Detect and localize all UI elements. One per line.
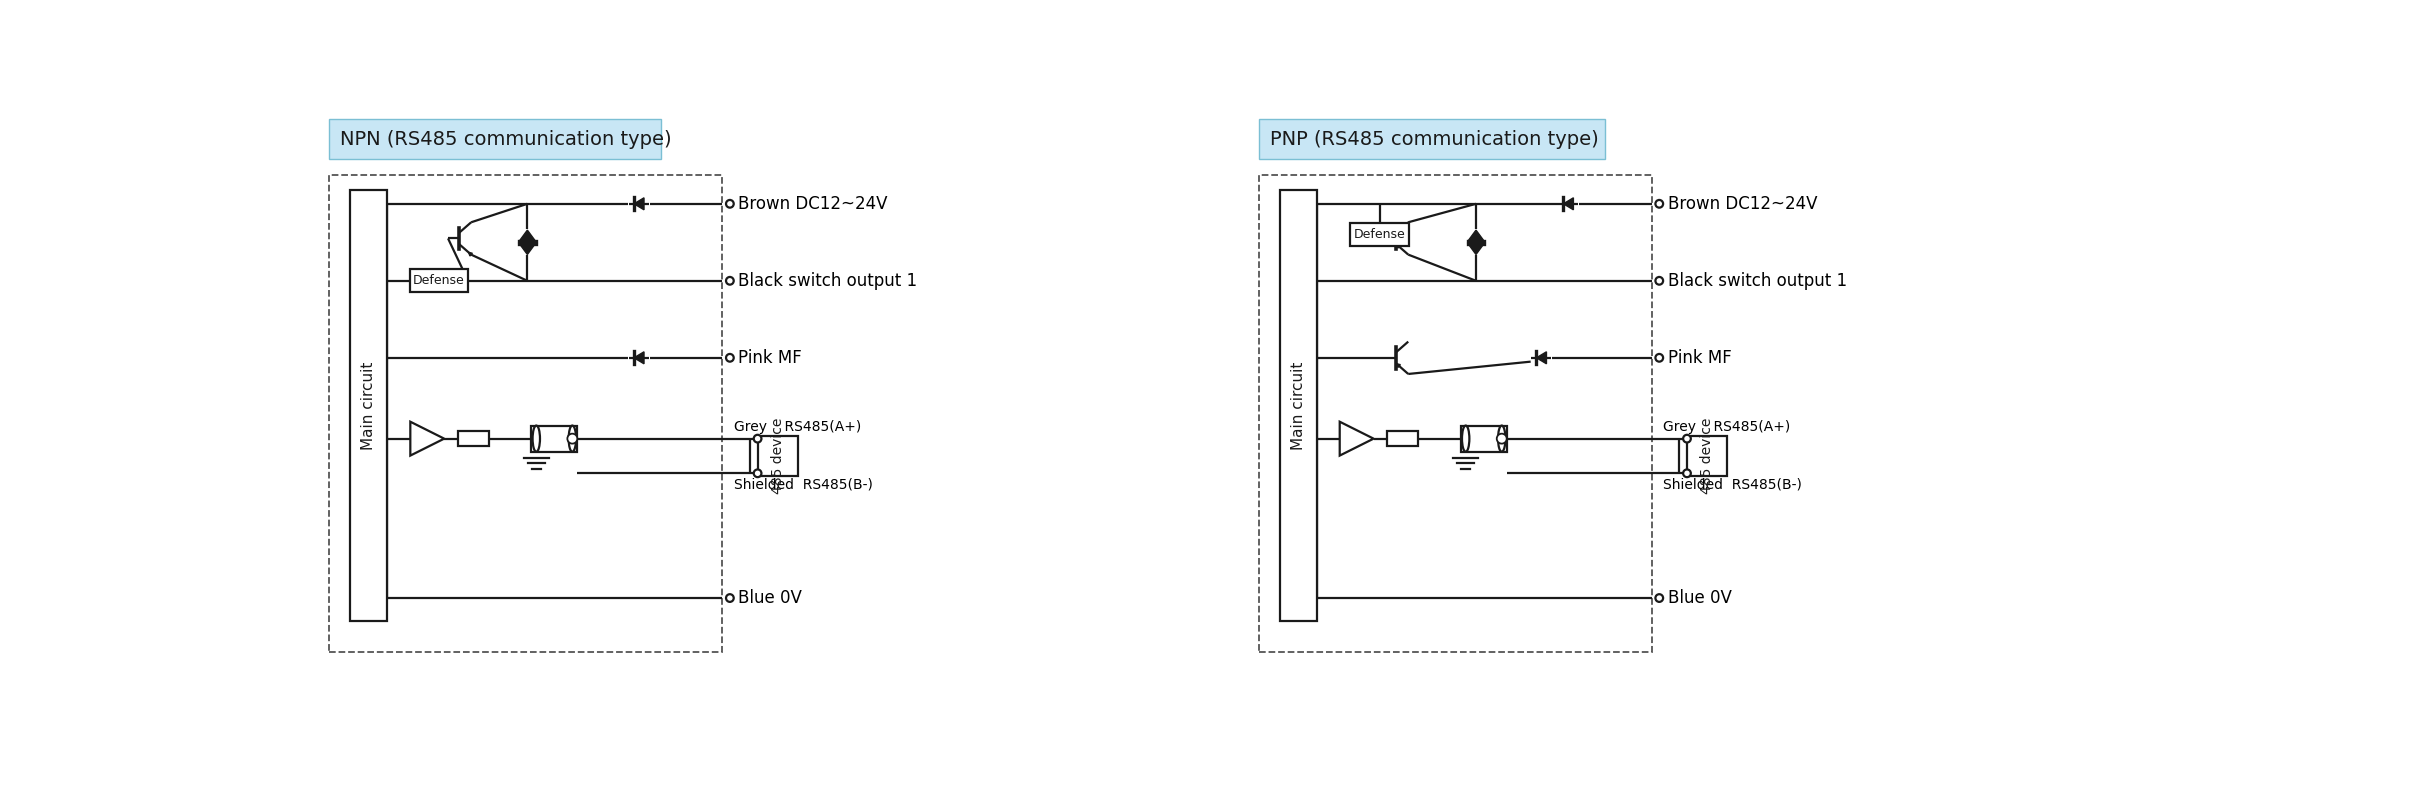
Bar [1350, 223, 1408, 246]
Polygon shape [1396, 364, 1401, 367]
Bar [350, 190, 386, 621]
Text: Main circuit: Main circuit [1290, 362, 1307, 450]
Circle shape [1654, 354, 1664, 362]
Ellipse shape [534, 426, 541, 452]
Polygon shape [519, 244, 536, 254]
Text: Black switch output 1: Black switch output 1 [739, 272, 918, 290]
Polygon shape [1468, 244, 1483, 254]
Circle shape [727, 200, 734, 208]
Ellipse shape [1497, 426, 1505, 452]
Text: Shielded  RS485(B-): Shielded RS485(B-) [734, 478, 872, 492]
Circle shape [727, 354, 734, 362]
Circle shape [753, 470, 761, 477]
Text: Grey    RS485(A+): Grey RS485(A+) [734, 420, 862, 434]
Bar [328, 174, 722, 652]
Bar [459, 431, 488, 446]
Text: Blue 0V: Blue 0V [739, 589, 802, 607]
Text: Pink MF: Pink MF [739, 349, 802, 366]
Text: Main circuit: Main circuit [362, 362, 377, 450]
Bar [1258, 119, 1606, 159]
Circle shape [727, 594, 734, 602]
Circle shape [1497, 434, 1507, 444]
Text: 485 device: 485 device [770, 418, 785, 494]
Text: NPN (RS485 communication type): NPN (RS485 communication type) [341, 130, 671, 149]
Text: 485 device: 485 device [1700, 418, 1715, 494]
Polygon shape [411, 422, 444, 455]
Ellipse shape [1461, 426, 1468, 452]
Text: PNP (RS485 communication type): PNP (RS485 communication type) [1270, 130, 1599, 149]
Circle shape [727, 277, 734, 285]
Circle shape [1654, 594, 1664, 602]
Circle shape [753, 434, 761, 442]
Text: Brown DC12~24V: Brown DC12~24V [1669, 195, 1816, 213]
Text: Defense: Defense [1355, 228, 1406, 241]
Bar [1688, 436, 1727, 476]
Polygon shape [519, 230, 536, 241]
Text: Defense: Defense [413, 274, 464, 287]
Circle shape [568, 434, 577, 444]
Bar [1389, 431, 1418, 446]
Text: Pink MF: Pink MF [1669, 349, 1732, 366]
Bar [1461, 426, 1507, 452]
Bar [411, 270, 469, 292]
Text: Brown DC12~24V: Brown DC12~24V [739, 195, 889, 213]
Polygon shape [1396, 245, 1401, 248]
Circle shape [1683, 434, 1690, 442]
Circle shape [1654, 200, 1664, 208]
Text: Blue 0V: Blue 0V [1669, 589, 1732, 607]
Circle shape [1683, 470, 1690, 477]
Polygon shape [1563, 198, 1575, 210]
Polygon shape [1468, 230, 1483, 241]
Bar [328, 119, 662, 159]
Ellipse shape [568, 426, 577, 452]
Polygon shape [635, 198, 645, 210]
Polygon shape [1536, 352, 1546, 364]
Bar [758, 436, 797, 476]
Bar [531, 426, 577, 452]
Bar [1258, 174, 1652, 652]
Text: Black switch output 1: Black switch output 1 [1669, 272, 1847, 290]
Bar [1280, 190, 1316, 621]
Polygon shape [469, 252, 473, 256]
Text: Grey    RS485(A+): Grey RS485(A+) [1664, 420, 1790, 434]
Polygon shape [635, 352, 645, 364]
Circle shape [1654, 277, 1664, 285]
Text: Shielded  RS485(B-): Shielded RS485(B-) [1664, 478, 1802, 492]
Polygon shape [1340, 422, 1374, 455]
